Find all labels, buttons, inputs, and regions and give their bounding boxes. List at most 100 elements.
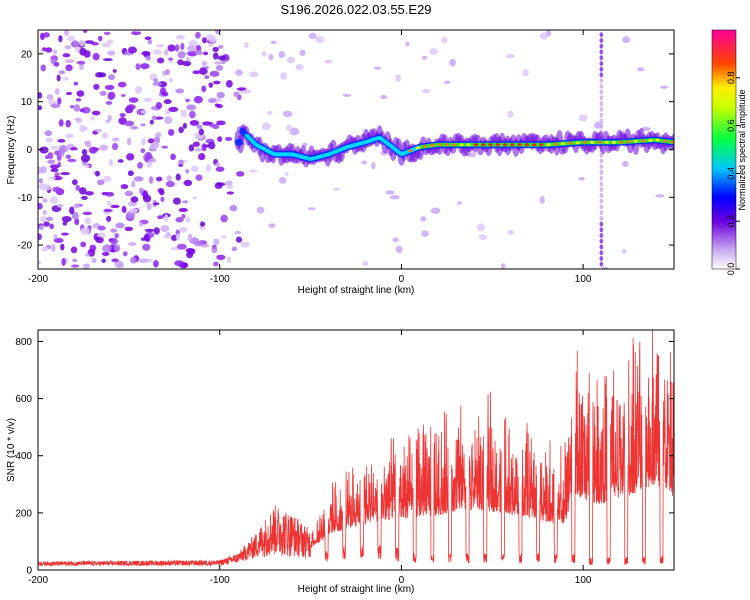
snr-y-tick-label: 200 (15, 508, 32, 519)
spectrogram-noise-blob (91, 257, 97, 264)
spectrogram-noise-blob (193, 240, 203, 247)
spectrogram-noise-blob (159, 189, 165, 196)
spectrogram-noise-blob (126, 137, 132, 146)
spectrogram-noise-blob (73, 104, 81, 112)
spectrogram-noise-blob (467, 152, 477, 158)
spectrogram-noise-blob (185, 216, 191, 224)
spectrogram-ridge-peak (437, 143, 442, 147)
spectrogram-noise-blob (157, 215, 164, 220)
spectrogram-noise-blob (213, 261, 219, 267)
colorbar-tick-label: 0.0 (726, 263, 736, 276)
spectrogram-noise-blob (119, 112, 126, 118)
spectrogram-ridge-peak (669, 140, 674, 144)
spectrogram-noise-blob (75, 184, 81, 191)
spectrogram-noise-blob (213, 80, 221, 85)
colorbar-frame (711, 29, 737, 270)
spectrogram-noise-blob (110, 238, 118, 245)
spectrogram-noise-blob (204, 66, 209, 70)
spectrogram-noise-blob (131, 180, 136, 188)
spectrogram-noise-blob (195, 31, 201, 39)
spectrogram-noise-blob (395, 245, 403, 254)
spectrogram-noise-blob (282, 110, 293, 118)
spectrogram-noise-blob (84, 140, 89, 146)
spectrogram-noise-blob (107, 74, 116, 81)
snr-y-tick-label: 400 (15, 451, 32, 462)
spectrogram-noise-blob (216, 182, 226, 187)
spectrogram-x-tick-label: 100 (575, 274, 592, 285)
spectrogram-noise-blob (476, 223, 485, 232)
spectrogram-noise-blob (49, 223, 54, 230)
spectrogram-noise-blob (110, 204, 120, 209)
spectrogram-noise-blob (280, 71, 288, 80)
spectrogram-noise-blob (202, 37, 207, 44)
spectrogram-streak-blob (599, 238, 604, 244)
spectrogram-noise-blob (240, 241, 250, 248)
spectrogram-ridge-peak (531, 143, 537, 147)
spectrogram-ridge-peak (539, 143, 544, 147)
spectrogram-noise-blob (138, 222, 144, 227)
spectrogram-noise-blob (371, 162, 376, 170)
spectrogram-noise-blob (84, 217, 92, 225)
spectrogram-noise-blob (507, 110, 514, 118)
spectrogram-noise-blob (58, 35, 63, 43)
spectrogram-noise-blob (187, 233, 193, 242)
snr-frame (37, 329, 675, 571)
spectrogram-noise-blob (147, 39, 153, 45)
spectrogram-noise-blob (507, 229, 515, 236)
spectrogram-noise-blob (601, 266, 609, 269)
colorbar: 0.0 0.2 0.4 0.6 0.8 Normalized spectral ampl… (711, 29, 747, 276)
spectrogram-noise-blob (105, 101, 113, 105)
spectrogram-noise-blob (115, 222, 125, 229)
spectrogram-noise-blob (429, 48, 439, 55)
colorbar-gradient (712, 30, 736, 269)
spectrogram-streak-blob (599, 221, 604, 227)
spectrogram-noise-blob (143, 97, 153, 103)
spectrogram-noise-blob (395, 74, 402, 82)
spectrogram-noise-blob (226, 191, 234, 195)
spectrogram-noise-blob (125, 211, 136, 219)
spectrogram-noise-blob (153, 137, 161, 144)
spectrogram-streak-blob (599, 244, 604, 250)
spectrogram-noise-blob (82, 211, 93, 216)
spectrogram-noise-blob (299, 49, 306, 57)
spectrogram-noise-blob (44, 130, 53, 137)
spectrogram-noise-blob (188, 144, 195, 152)
spectrogram-ridge-peak (590, 140, 595, 144)
spectrogram-noise-blob (74, 218, 80, 226)
spectrogram-noise-blob (127, 170, 134, 177)
spectrogram-noise-blob (91, 147, 100, 151)
spectrogram-noise-blob (108, 159, 114, 167)
spectrogram-noise-blob (81, 106, 91, 114)
spectrogram-noise-blob (80, 241, 87, 248)
spectrogram-ridge-peak (517, 143, 522, 147)
spectrogram-noise-blob (203, 51, 209, 56)
spectrogram-streak-blob (599, 89, 604, 95)
spectrogram-ridge-peak (473, 143, 479, 147)
spectrogram-noise-blob (97, 35, 103, 42)
spectrogram-noise-blob (200, 244, 210, 248)
spectrogram-noise-blob (449, 58, 456, 67)
snr-x-tick-label: 0 (399, 575, 405, 586)
spectrogram-noise-blob (215, 30, 221, 35)
spectrogram-noise-blob (441, 37, 448, 44)
spectrogram-noise-blob (145, 55, 151, 61)
spectrogram-ridge-peak (510, 143, 515, 147)
spectrogram-streak-blob (599, 210, 604, 216)
spectrogram-noise-blob (199, 221, 206, 227)
spectrogram-noise-blob (186, 45, 197, 52)
spectrogram-noise-blob (39, 146, 49, 154)
spectrogram-noise-blob (38, 177, 43, 184)
spectrogram-noise-blob (120, 184, 129, 190)
spectrogram-noise-blob (178, 207, 188, 213)
spectrogram-noise-blob (168, 77, 173, 84)
spectrogram-noise-blob (72, 40, 79, 48)
spectrogram-noise-blob (117, 81, 127, 88)
spectrogram-x-ticks: -200 -100 0 100 (28, 30, 592, 285)
spectrogram-noise-blob (270, 40, 277, 45)
spectrogram-noise-blob (164, 116, 173, 124)
spectrogram-noise-blob (146, 161, 153, 168)
spectrogram-noise-blob (539, 196, 545, 204)
snr-y-tick-label: 800 (15, 337, 32, 348)
